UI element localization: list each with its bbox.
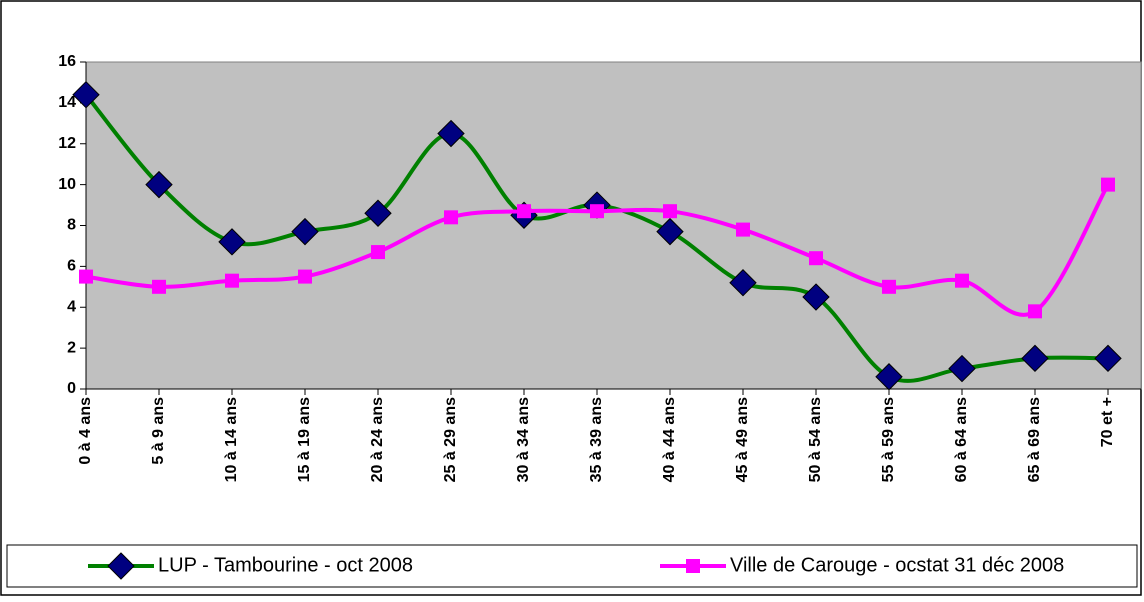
x-tick-label: 30 à 34 ans xyxy=(515,397,532,483)
plot-area xyxy=(85,61,1142,390)
x-tick-label: 60 à 64 ans xyxy=(953,397,970,483)
marker xyxy=(291,217,319,246)
marker xyxy=(736,222,750,237)
x-tick-label: 35 à 39 ans xyxy=(588,397,605,483)
y-tick-label: 16 xyxy=(58,53,76,70)
marker xyxy=(656,217,684,246)
legend-label: Ville de Carouge - ocstat 31 déc 2008 xyxy=(730,554,1064,576)
marker xyxy=(882,279,896,294)
x-tick-label: 45 à 49 ans xyxy=(734,397,751,483)
marker xyxy=(145,170,173,199)
marker xyxy=(590,204,604,219)
y-tick-label: 4 xyxy=(67,298,76,315)
x-tick-label: 65 à 69 ans xyxy=(1026,397,1043,483)
marker xyxy=(298,269,312,284)
y-tick-label: 2 xyxy=(67,339,76,356)
marker xyxy=(371,245,385,260)
x-tick-label: 40 à 44 ans xyxy=(661,397,678,483)
x-tick-label: 25 à 29 ans xyxy=(442,397,459,483)
x-tick-label: 0 à 4 ans xyxy=(77,397,94,465)
marker xyxy=(364,199,392,227)
marker xyxy=(1101,177,1115,192)
marker xyxy=(663,204,677,219)
marker xyxy=(79,269,93,284)
x-tick-label: 20 à 24 ans xyxy=(369,397,386,483)
y-tick-label: 0 xyxy=(67,380,76,397)
marker xyxy=(72,80,100,109)
marker xyxy=(1028,304,1042,319)
x-tick-label: 10 à 14 ans xyxy=(223,397,240,483)
marker xyxy=(1094,344,1122,373)
marker xyxy=(437,119,465,148)
marker xyxy=(686,559,700,573)
marker xyxy=(218,228,246,256)
x-tick-label: 5 à 9 ans xyxy=(150,397,167,465)
marker xyxy=(225,273,239,288)
y-tick-label: 8 xyxy=(67,217,76,234)
legend-label: LUP - Tambourine - oct 2008 xyxy=(158,554,413,576)
marker xyxy=(107,552,135,580)
marker xyxy=(955,273,969,288)
y-tick-label: 14 xyxy=(58,94,76,111)
marker xyxy=(948,354,976,383)
x-tick-label: 70 et + xyxy=(1099,397,1116,447)
y-tick-label: 12 xyxy=(58,135,76,152)
marker xyxy=(444,210,458,225)
x-tick-label: 15 à 19 ans xyxy=(296,397,313,483)
x-tick-label: 50 à 54 ans xyxy=(807,397,824,483)
y-tick-label: 10 xyxy=(58,176,76,193)
marker xyxy=(875,363,903,391)
marker xyxy=(809,251,823,266)
marker xyxy=(1021,344,1049,373)
marker xyxy=(802,283,830,311)
x-tick-label: 55 à 59 ans xyxy=(880,397,897,483)
marker xyxy=(517,204,531,219)
legend xyxy=(6,544,1138,588)
marker xyxy=(152,279,166,294)
y-tick-label: 6 xyxy=(67,258,76,275)
marker xyxy=(729,269,757,297)
